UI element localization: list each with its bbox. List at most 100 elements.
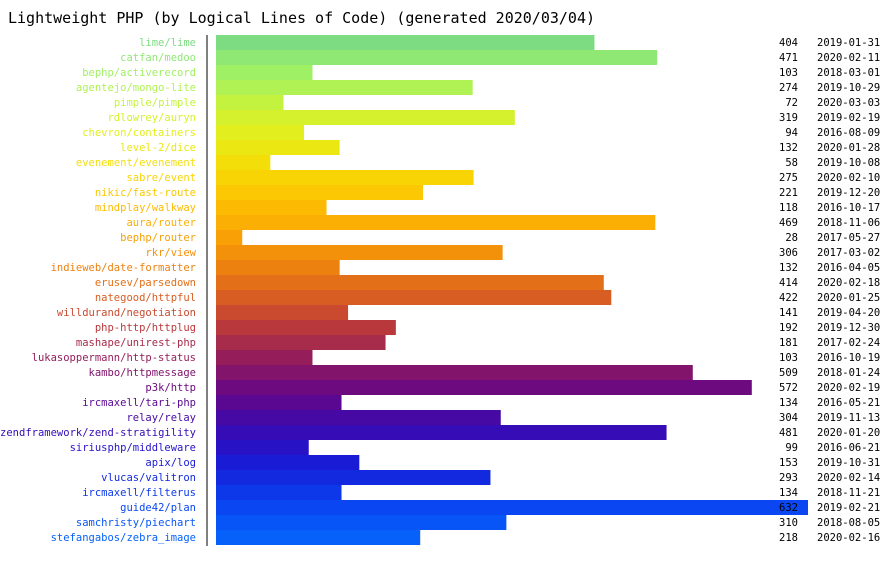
date-label: 2019-10-31 <box>817 457 880 469</box>
value-label: 306 <box>779 247 798 259</box>
bar <box>216 485 342 500</box>
date-label: 2020-02-14 <box>817 472 880 484</box>
category-label: pimple/pimple <box>114 97 196 109</box>
value-label: 28 <box>785 232 798 244</box>
category-label: nikic/fast-route <box>95 187 196 199</box>
date-label: 2018-01-24 <box>817 367 880 379</box>
bar <box>216 230 243 245</box>
value-label: 103 <box>779 67 798 79</box>
category-label: willdurand/negotiation <box>57 307 196 319</box>
value-label: 319 <box>779 112 798 124</box>
category-label: ircmaxell/filterus <box>82 487 196 499</box>
category-label: catfan/medoo <box>120 52 196 64</box>
bar <box>216 215 656 230</box>
category-label: sabre/event <box>126 172 196 184</box>
value-label: 181 <box>779 337 798 349</box>
date-label: 2018-11-06 <box>817 217 880 229</box>
date-label: 2019-11-13 <box>817 412 880 424</box>
bar <box>216 335 386 350</box>
date-label: 2020-02-10 <box>817 172 880 184</box>
value-label: 58 <box>785 157 798 169</box>
chart-title: Lightweight PHP (by Logical Lines of Cod… <box>8 9 595 27</box>
category-label: lime/lime <box>139 37 196 49</box>
date-label: 2016-10-19 <box>817 352 880 364</box>
category-label: chevron/containers <box>82 127 196 139</box>
category-label: php-http/httplug <box>95 322 196 334</box>
date-label: 2016-08-09 <box>817 127 880 139</box>
category-label: rkr/view <box>145 247 196 259</box>
value-label: 221 <box>779 187 798 199</box>
value-label: 275 <box>779 172 798 184</box>
date-label: 2020-02-16 <box>817 532 880 544</box>
value-label: 103 <box>779 352 798 364</box>
category-label: kambo/httpmessage <box>89 367 196 379</box>
value-label: 153 <box>779 457 798 469</box>
bar <box>216 440 309 455</box>
category-label: zendframework/zend-stratigility <box>0 427 196 439</box>
bar <box>216 380 752 395</box>
bar <box>216 290 612 305</box>
category-label: relay/relay <box>126 412 196 424</box>
date-label: 2020-01-28 <box>817 142 880 154</box>
bar <box>216 455 360 470</box>
bar <box>216 80 473 95</box>
value-label: 509 <box>779 367 798 379</box>
bar <box>216 515 507 530</box>
date-label: 2019-04-20 <box>817 307 880 319</box>
category-label: evenement/evenement <box>76 157 196 169</box>
date-label: 2020-01-20 <box>817 427 880 439</box>
date-label: 2020-01-25 <box>817 292 880 304</box>
value-label: 310 <box>779 517 798 529</box>
date-label: 2020-02-11 <box>817 52 880 64</box>
category-label: bephp/activerecord <box>82 67 196 79</box>
value-label: 99 <box>785 442 798 454</box>
date-label: 2019-10-29 <box>817 82 880 94</box>
chart-rows: lime/lime 404 2019-01-31 catfan/medoo 471 202… <box>0 35 880 545</box>
category-label: mindplay/walkway <box>95 202 196 214</box>
bar <box>216 350 313 365</box>
value-label: 414 <box>779 277 798 289</box>
value-label: 422 <box>779 292 798 304</box>
bar <box>216 275 604 290</box>
bar <box>216 200 327 215</box>
date-label: 2016-10-17 <box>817 202 880 214</box>
date-label: 2019-02-19 <box>817 112 880 124</box>
value-label: 481 <box>779 427 798 439</box>
date-label: 2019-01-31 <box>817 37 880 49</box>
value-label: 404 <box>779 37 798 49</box>
category-label: level-2/dice <box>120 142 196 154</box>
value-label: 141 <box>779 307 798 319</box>
category-label: guide42/plan <box>120 502 196 514</box>
bar <box>216 530 421 545</box>
bar <box>216 170 474 185</box>
category-label: samchristy/piechart <box>76 517 196 529</box>
bar <box>216 425 667 440</box>
bar <box>216 260 340 275</box>
bar <box>216 35 595 50</box>
value-label: 94 <box>785 127 798 139</box>
value-label: 132 <box>779 262 798 274</box>
category-label: nategood/httpful <box>95 292 196 304</box>
bar <box>216 155 271 170</box>
value-label: 134 <box>779 487 798 499</box>
bar <box>216 140 340 155</box>
bar <box>216 500 808 515</box>
category-label: lukasoppermann/http-status <box>32 352 196 364</box>
category-label: rdlowrey/auryn <box>107 112 196 124</box>
bar <box>216 65 313 80</box>
bar <box>216 110 515 125</box>
date-label: 2019-12-30 <box>817 322 880 334</box>
bar <box>216 305 349 320</box>
date-label: 2018-11-21 <box>817 487 880 499</box>
category-label: siriusphp/middleware <box>70 442 196 454</box>
date-label: 2017-03-02 <box>817 247 880 259</box>
date-label: 2017-05-27 <box>817 232 880 244</box>
date-label: 2016-06-21 <box>817 442 880 454</box>
date-label: 2016-05-21 <box>817 397 880 409</box>
date-label: 2017-02-24 <box>817 337 880 349</box>
bar <box>216 395 342 410</box>
value-label: 72 <box>785 97 798 109</box>
category-label: erusev/parsedown <box>95 277 196 289</box>
category-label: agentejo/mongo-lite <box>76 82 196 94</box>
date-label: 2018-03-01 <box>817 67 880 79</box>
